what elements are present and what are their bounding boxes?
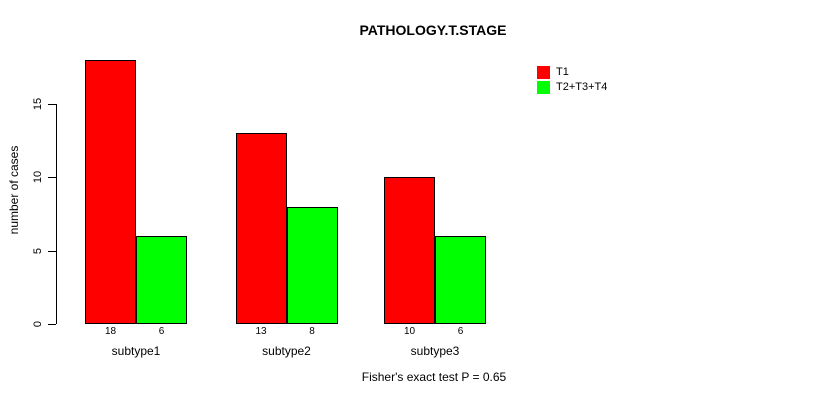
x-category-label: subtype2 (262, 344, 311, 358)
legend-swatch-t2t3t4 (537, 81, 550, 94)
bar-subtype1-T1 (85, 59, 136, 324)
legend-label-t2t3t4: T2+T3+T4 (556, 81, 608, 93)
y-tick-label: 10 (32, 171, 44, 184)
chart-title: PATHOLOGY.T.STAGE (359, 22, 507, 38)
y-tick (48, 177, 56, 179)
bar-value-label: 18 (104, 326, 117, 337)
y-tick (48, 250, 56, 252)
bar-value-label: 13 (255, 326, 267, 337)
legend-item-t1: T1 (537, 65, 607, 80)
bar-value-label: 10 (403, 326, 416, 337)
bar-value-label: 8 (309, 326, 315, 337)
y-tick-label: 15 (32, 97, 44, 111)
bar-value-label: 6 (158, 326, 165, 337)
bar-subtype2-T2+T3+T4 (286, 206, 338, 324)
bar-subtype1-T2+T3+T4 (136, 235, 187, 324)
legend: T1 T2+T3+T4 (537, 65, 607, 95)
y-tick-label: 5 (32, 247, 44, 254)
y-axis-line (56, 103, 57, 324)
legend-label-t1: T1 (556, 66, 569, 78)
bar-subtype3-T2+T3+T4 (435, 235, 486, 324)
y-axis-label: number of cases (7, 145, 21, 235)
bar-subtype3-T1 (384, 177, 435, 324)
y-tick (48, 324, 56, 325)
y-tick (48, 103, 56, 105)
legend-item-t2t3t4: T2+T3+T4 (537, 80, 607, 95)
bar-subtype2-T1 (235, 133, 287, 324)
annotation-text: Fisher's exact test P = 0.65 (361, 370, 507, 384)
x-category-label: subtype1 (111, 344, 161, 358)
x-category-label: subtype3 (410, 344, 460, 358)
legend-swatch-t1 (537, 66, 550, 79)
y-tick-label: 0 (32, 320, 44, 328)
bar-value-label: 6 (457, 326, 464, 337)
